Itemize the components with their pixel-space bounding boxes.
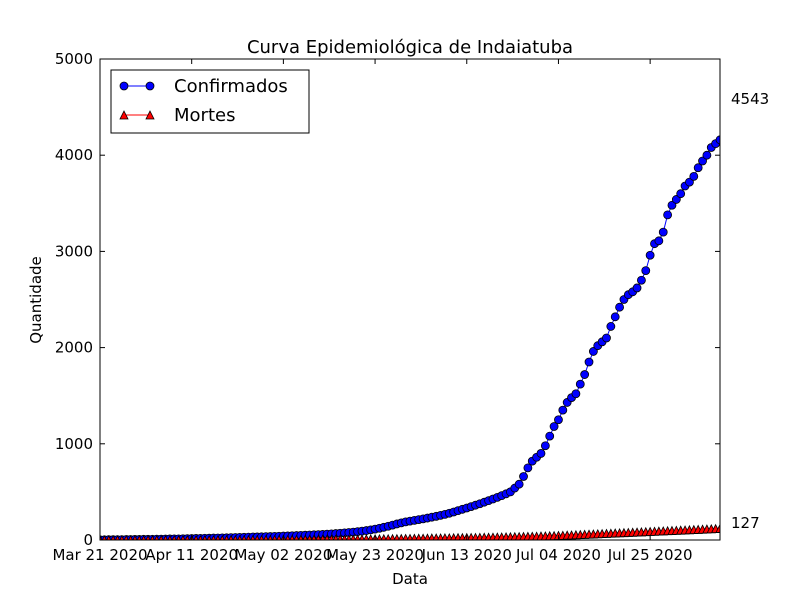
data-point-confirmados <box>588 347 598 356</box>
data-point-confirmados <box>715 135 720 145</box>
plot-frame <box>99 58 721 541</box>
data-point-mortes <box>149 535 155 540</box>
legend-label-confirmados: Confirmados <box>174 76 288 97</box>
legend-marker-confirmados <box>145 81 155 91</box>
y-tick-label: 4000 <box>55 146 93 164</box>
data-point-confirmados <box>685 177 694 187</box>
data-point-mortes <box>145 535 151 540</box>
data-point-confirmados <box>523 463 533 473</box>
data-point-confirmados <box>554 415 563 425</box>
data-point-confirmados <box>602 333 611 343</box>
data-point-mortes <box>158 535 164 540</box>
legend: Confirmados Mortes <box>110 69 310 134</box>
data-point-confirmados <box>658 227 668 237</box>
data-point-mortes <box>715 523 720 533</box>
x-tick-label: May 02 2020 <box>234 546 332 564</box>
data-point-mortes <box>123 535 129 540</box>
data-point-confirmados <box>663 210 673 220</box>
data-point-confirmados <box>698 156 707 166</box>
y-tick-label: 1000 <box>55 435 93 453</box>
x-axis-label: Data <box>392 570 428 588</box>
data-point-confirmados <box>637 275 646 285</box>
data-point-confirmados <box>575 379 585 389</box>
data-point-confirmados <box>693 163 703 173</box>
data-point-confirmados <box>610 312 620 322</box>
data-point-mortes <box>110 535 116 540</box>
data-point-confirmados <box>571 389 581 399</box>
data-point-mortes <box>101 535 107 540</box>
data-point-mortes <box>115 535 120 540</box>
y-axis-label: Quantidade <box>27 256 45 344</box>
data-point-confirmados <box>676 189 686 199</box>
legend-marker-mortes <box>119 110 129 120</box>
data-point-mortes <box>167 535 173 540</box>
x-tick-label: Mar 21 2020 <box>52 546 147 564</box>
data-point-confirmados <box>545 431 555 441</box>
data-point-mortes <box>132 535 138 540</box>
chart-title: Curva Epidemiológica de Indaiatuba <box>247 37 573 58</box>
data-point-mortes <box>136 535 142 540</box>
data-point-confirmados <box>519 472 528 481</box>
data-point-confirmados <box>689 171 699 181</box>
x-tick-label: Jun 13 2020 <box>421 546 512 564</box>
data-point-confirmados <box>584 357 594 367</box>
annotation-confirmados-final: 4543 <box>731 90 769 108</box>
data-point-confirmados <box>632 283 642 293</box>
data-point-confirmados <box>671 195 681 204</box>
data-point-confirmados <box>667 200 677 210</box>
y-tick-label: 0 <box>83 531 93 549</box>
y-tick-label: 3000 <box>55 242 93 260</box>
x-tick-label: May 23 2020 <box>326 546 424 564</box>
data-point-mortes <box>163 535 168 540</box>
data-point-confirmados <box>558 405 568 415</box>
data-point-confirmados <box>514 479 524 489</box>
data-point-confirmados <box>654 236 664 246</box>
y-tick-label: 2000 <box>55 339 93 357</box>
x-tick-label: Jul 04 2020 <box>515 546 601 564</box>
legend-label-mortes: Mortes <box>174 105 235 126</box>
legend-marker-confirmados <box>119 81 129 91</box>
data-point-confirmados <box>702 150 712 160</box>
data-point-mortes <box>141 535 147 540</box>
data-point-mortes <box>176 535 182 540</box>
data-point-mortes <box>171 535 177 540</box>
data-point-mortes <box>154 535 160 540</box>
data-point-confirmados <box>641 266 651 276</box>
data-point-confirmados <box>536 449 546 458</box>
legend-box <box>110 69 310 134</box>
x-tick-label: Jul 25 2020 <box>607 546 693 564</box>
data-point-confirmados <box>540 441 550 451</box>
data-point-confirmados <box>580 370 590 379</box>
data-point-confirmados <box>645 250 655 260</box>
annotation-mortes-final: 127 <box>731 514 760 532</box>
legend-marker-mortes <box>145 110 155 120</box>
data-point-confirmados <box>549 422 559 431</box>
y-tick-label: 5000 <box>55 50 93 68</box>
data-point-mortes <box>119 535 125 540</box>
data-point-mortes <box>106 535 112 540</box>
data-point-mortes <box>128 535 134 540</box>
data-point-confirmados <box>606 322 616 331</box>
data-point-confirmados <box>615 302 624 312</box>
x-tick-label: Apr 11 2020 <box>145 546 238 564</box>
